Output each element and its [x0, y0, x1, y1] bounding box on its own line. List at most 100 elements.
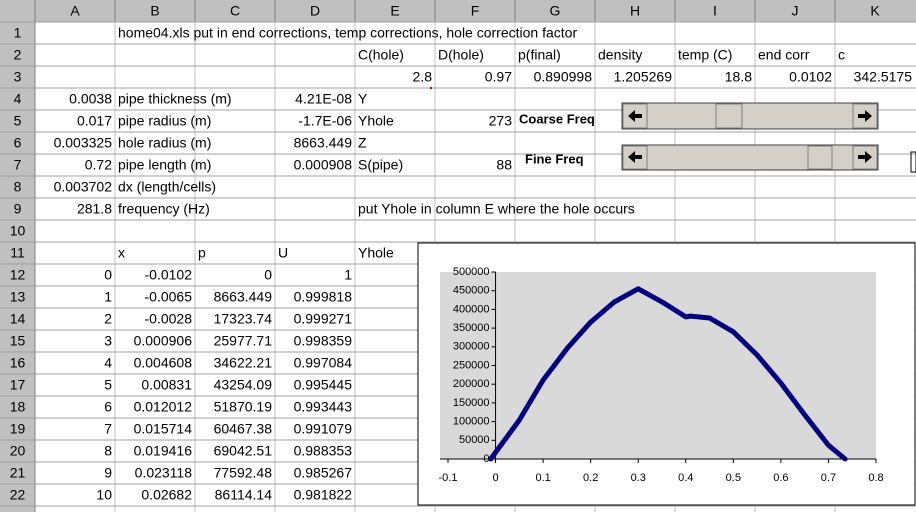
cell: 2: [104, 311, 112, 327]
cell: home04.xls put in end corrections, temp …: [118, 25, 577, 41]
y-tick-label: 500000: [453, 266, 490, 278]
row-header: 21: [10, 465, 26, 481]
cell: 0.015714: [134, 421, 193, 437]
coarse-scrollbar[interactable]: [621, 102, 879, 130]
x-tick-label: 0.3: [631, 472, 646, 484]
cell: Yhole: [358, 245, 394, 261]
cell: 0.0102: [789, 69, 832, 85]
x-tick-label: 0.2: [583, 472, 598, 484]
cell: density: [598, 47, 642, 63]
y-tick-label: 0: [483, 453, 489, 465]
row-header: 18: [10, 399, 26, 415]
cell: pipe thickness (m): [118, 91, 232, 107]
x-tick-label: 0.4: [678, 472, 693, 484]
y-tick-label: 450000: [453, 285, 490, 297]
row-header: 19: [10, 421, 26, 437]
column-header: B: [150, 3, 159, 19]
cell: dx (length/cells): [118, 179, 216, 195]
row-header: 15: [10, 333, 26, 349]
embedded-chart: 0 50000 100000 150000 200000 250000 300000 3500…: [417, 242, 916, 506]
cell: 60467.38: [214, 421, 273, 437]
cell: 0.00831: [141, 377, 192, 393]
cell: 25977.71: [214, 333, 273, 349]
cell: U: [278, 245, 288, 261]
column-header: F: [471, 3, 480, 19]
cell: 0.890998: [534, 69, 593, 85]
x-tick-label: 0: [492, 472, 498, 484]
cell: 0.003325: [54, 135, 113, 151]
row-header: 23: [10, 509, 26, 512]
cell: 51870.19: [214, 399, 273, 415]
y-tick-label: 100000: [453, 416, 490, 428]
cell: 0.988353: [294, 443, 353, 459]
column-header: D: [310, 3, 320, 19]
cell: frequency (Hz): [118, 201, 210, 217]
cell: 2.8: [413, 69, 433, 85]
row-header: 22: [10, 487, 26, 503]
cell: C(hole): [358, 47, 404, 63]
cell: 0.0038: [69, 91, 112, 107]
cell: 43254.09: [214, 377, 273, 393]
cell: p: [198, 245, 206, 261]
cell: 4: [104, 355, 112, 371]
cell: 0: [264, 267, 272, 283]
y-tick-label: 200000: [453, 378, 490, 390]
row-header: 11: [10, 245, 25, 261]
y-tick-label: 50000: [459, 434, 490, 446]
y-tick-label: 250000: [453, 359, 490, 371]
cell: 8663.449: [214, 289, 273, 305]
cell: hole radius (m): [118, 135, 211, 151]
cell: 0.993443: [294, 399, 353, 415]
cell: 10: [96, 487, 112, 503]
cell: 0.012012: [134, 399, 193, 415]
control-label[interactable]: Coarse Freq: [519, 111, 595, 126]
row-header: 16: [10, 355, 26, 371]
row-header-bar: [0, 0, 35, 512]
cell: 0: [104, 267, 112, 283]
cell: 34622.21: [214, 355, 273, 371]
cell: 0.02682: [141, 487, 192, 503]
cell: 0.97: [485, 69, 512, 85]
row-header: 7: [14, 157, 22, 173]
row-header: 5: [14, 113, 22, 129]
cell: 0.000908: [294, 157, 353, 173]
fine-scrollbar[interactable]: [621, 144, 879, 171]
control-label[interactable]: Fine Freq: [525, 151, 584, 166]
x-tick-label: 0.5: [726, 472, 741, 484]
column-header: G: [550, 3, 561, 19]
row-header: 8: [14, 179, 22, 195]
row-header: 13: [10, 289, 26, 305]
cell: 0.023118: [135, 465, 193, 481]
cell: temp (C): [678, 47, 732, 63]
cell: 5: [104, 377, 112, 393]
cell: p(final): [518, 47, 561, 63]
cell: 69042.51: [214, 443, 273, 459]
cell: 0.72: [85, 157, 112, 173]
cell: 9: [104, 465, 112, 481]
cell: 1: [344, 267, 352, 283]
cell: 18.8: [725, 69, 752, 85]
cell: 88: [496, 157, 512, 173]
column-header: J: [792, 3, 799, 19]
x-tick-label: 0.1: [535, 472, 550, 484]
cell: 0.981822: [294, 487, 353, 503]
cell: 6: [104, 399, 112, 415]
row-header: 10: [10, 223, 26, 239]
x-tick-label: 0.6: [773, 472, 788, 484]
x-tick-label: 0.8: [868, 472, 883, 484]
cell: 0.985267: [294, 465, 353, 481]
cell: 0.998359: [294, 333, 353, 349]
y-tick-label: 300000: [453, 341, 490, 353]
row-header: 9: [14, 201, 22, 217]
cell: 0.999271: [294, 311, 353, 327]
row-header: 2: [14, 47, 22, 63]
row-header: 1: [14, 25, 22, 41]
y-tick-label: 400000: [453, 303, 490, 315]
x-tick-label: -0.1: [439, 472, 458, 484]
cell: 7: [104, 421, 112, 437]
row-header: 3: [14, 69, 22, 85]
cell: Z: [358, 135, 367, 151]
row-header: 12: [10, 267, 26, 283]
